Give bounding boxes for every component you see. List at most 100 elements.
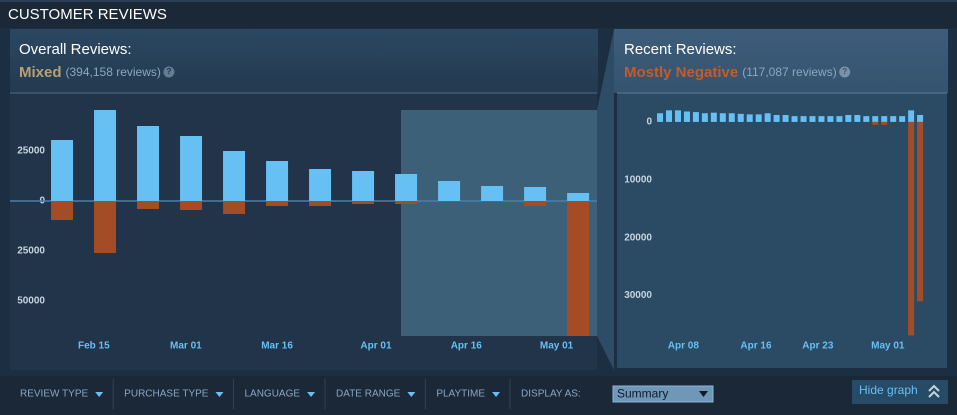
filter-label[interactable]: LANGUAGE bbox=[244, 389, 300, 400]
filter-label[interactable]: PURCHASE TYPE bbox=[124, 389, 209, 400]
bar bbox=[890, 116, 897, 122]
bar bbox=[836, 116, 843, 122]
recent-summary: Mostly Negative bbox=[624, 64, 738, 81]
overall-label: Overall Reviews: bbox=[19, 41, 132, 58]
bar bbox=[657, 113, 664, 122]
x-tick-label: Mar 16 bbox=[261, 341, 293, 352]
filter-label[interactable]: DATE RANGE bbox=[336, 389, 401, 400]
bar bbox=[223, 151, 246, 201]
bar bbox=[395, 201, 418, 204]
bar bbox=[481, 186, 504, 201]
chevron bbox=[928, 390, 940, 398]
bar bbox=[481, 201, 504, 202]
x-tick-label: Apr 01 bbox=[360, 341, 392, 352]
bar bbox=[782, 114, 789, 122]
bar bbox=[917, 121, 924, 302]
bar bbox=[524, 187, 547, 201]
y-tick-label: 30000 bbox=[624, 290, 652, 301]
bar bbox=[755, 114, 762, 122]
filter-label[interactable]: REVIEW TYPE bbox=[20, 389, 88, 400]
help-icon[interactable] bbox=[839, 66, 851, 78]
bar bbox=[666, 110, 673, 122]
display-select[interactable] bbox=[612, 385, 714, 403]
window-connector bbox=[597, 29, 614, 370]
bar bbox=[827, 116, 834, 122]
bar bbox=[737, 113, 744, 122]
bar bbox=[872, 116, 879, 122]
y-tick-label: 25000 bbox=[17, 146, 45, 157]
filter-bar bbox=[0, 376, 957, 415]
bar bbox=[773, 114, 780, 122]
help-icon-glyph: ? bbox=[842, 67, 847, 76]
header-bar bbox=[0, 0, 957, 28]
bar bbox=[438, 181, 461, 201]
y-tick-label: 0 bbox=[646, 117, 652, 128]
x-tick-label: Apr 16 bbox=[451, 341, 483, 352]
bar bbox=[881, 121, 888, 125]
filter-arrow bbox=[307, 392, 316, 397]
bar bbox=[908, 110, 915, 122]
x-tick-label: Mar 01 bbox=[170, 341, 202, 352]
bar bbox=[899, 116, 906, 122]
bar bbox=[908, 121, 915, 336]
bar bbox=[719, 113, 726, 122]
hide-graph-button[interactable] bbox=[852, 380, 948, 404]
bar bbox=[746, 114, 753, 122]
bar bbox=[917, 114, 924, 122]
overall-summary: Mixed bbox=[19, 64, 62, 81]
overall-header bbox=[10, 29, 598, 93]
bar bbox=[809, 116, 816, 122]
filter-arrow bbox=[492, 392, 501, 397]
bar bbox=[309, 169, 332, 201]
x-tick-label: May 01 bbox=[871, 341, 905, 352]
bar bbox=[180, 201, 203, 210]
bar bbox=[863, 116, 870, 122]
bar bbox=[309, 201, 332, 206]
y-tick-label: 50000 bbox=[17, 296, 45, 307]
bar bbox=[438, 201, 461, 202]
select-arrow bbox=[699, 391, 708, 397]
bar bbox=[94, 201, 117, 253]
bar bbox=[800, 116, 807, 122]
recent-label: Recent Reviews: bbox=[624, 41, 737, 58]
bar bbox=[266, 201, 289, 206]
bar bbox=[567, 201, 590, 336]
bar bbox=[845, 114, 852, 122]
display-as-label: DISPLAY AS: bbox=[521, 389, 581, 400]
help-icon[interactable] bbox=[163, 66, 175, 78]
bar bbox=[567, 193, 590, 201]
hide-graph-label: Hide graph bbox=[859, 383, 918, 397]
bar bbox=[764, 113, 771, 122]
recent-count: (117,087 reviews) bbox=[742, 65, 837, 79]
x-tick-label: May 01 bbox=[540, 341, 574, 352]
y-tick-label: 10000 bbox=[624, 174, 652, 185]
bar bbox=[818, 116, 825, 122]
filter-label[interactable]: PLAYTIME bbox=[436, 389, 485, 400]
bar bbox=[223, 201, 246, 214]
x-tick-label: Apr 23 bbox=[802, 341, 834, 352]
bar bbox=[728, 113, 735, 122]
bar bbox=[51, 201, 74, 220]
bar bbox=[872, 121, 879, 125]
help-icon-glyph: ? bbox=[166, 67, 171, 76]
section-title: CUSTOMER REVIEWS bbox=[8, 6, 167, 23]
bar bbox=[94, 110, 117, 201]
y-tick-label: 25000 bbox=[17, 246, 45, 257]
filters: REVIEW TYPE PURCHASE TYPE LANGUAGE DATE RAN… bbox=[20, 379, 511, 409]
chevron bbox=[928, 384, 940, 392]
bar bbox=[352, 171, 375, 201]
bar bbox=[683, 111, 690, 122]
filter-arrow bbox=[407, 392, 416, 397]
display-select-value: Summary bbox=[617, 387, 668, 401]
bar bbox=[524, 201, 547, 206]
bar bbox=[791, 116, 798, 122]
bar bbox=[137, 126, 160, 201]
bar bbox=[137, 201, 160, 209]
filter-arrow bbox=[215, 392, 224, 397]
x-tick-label: Feb 15 bbox=[78, 341, 110, 352]
bar bbox=[51, 140, 74, 201]
bar bbox=[266, 161, 289, 201]
bar bbox=[881, 116, 888, 122]
x-tick-label: Apr 16 bbox=[740, 341, 772, 352]
